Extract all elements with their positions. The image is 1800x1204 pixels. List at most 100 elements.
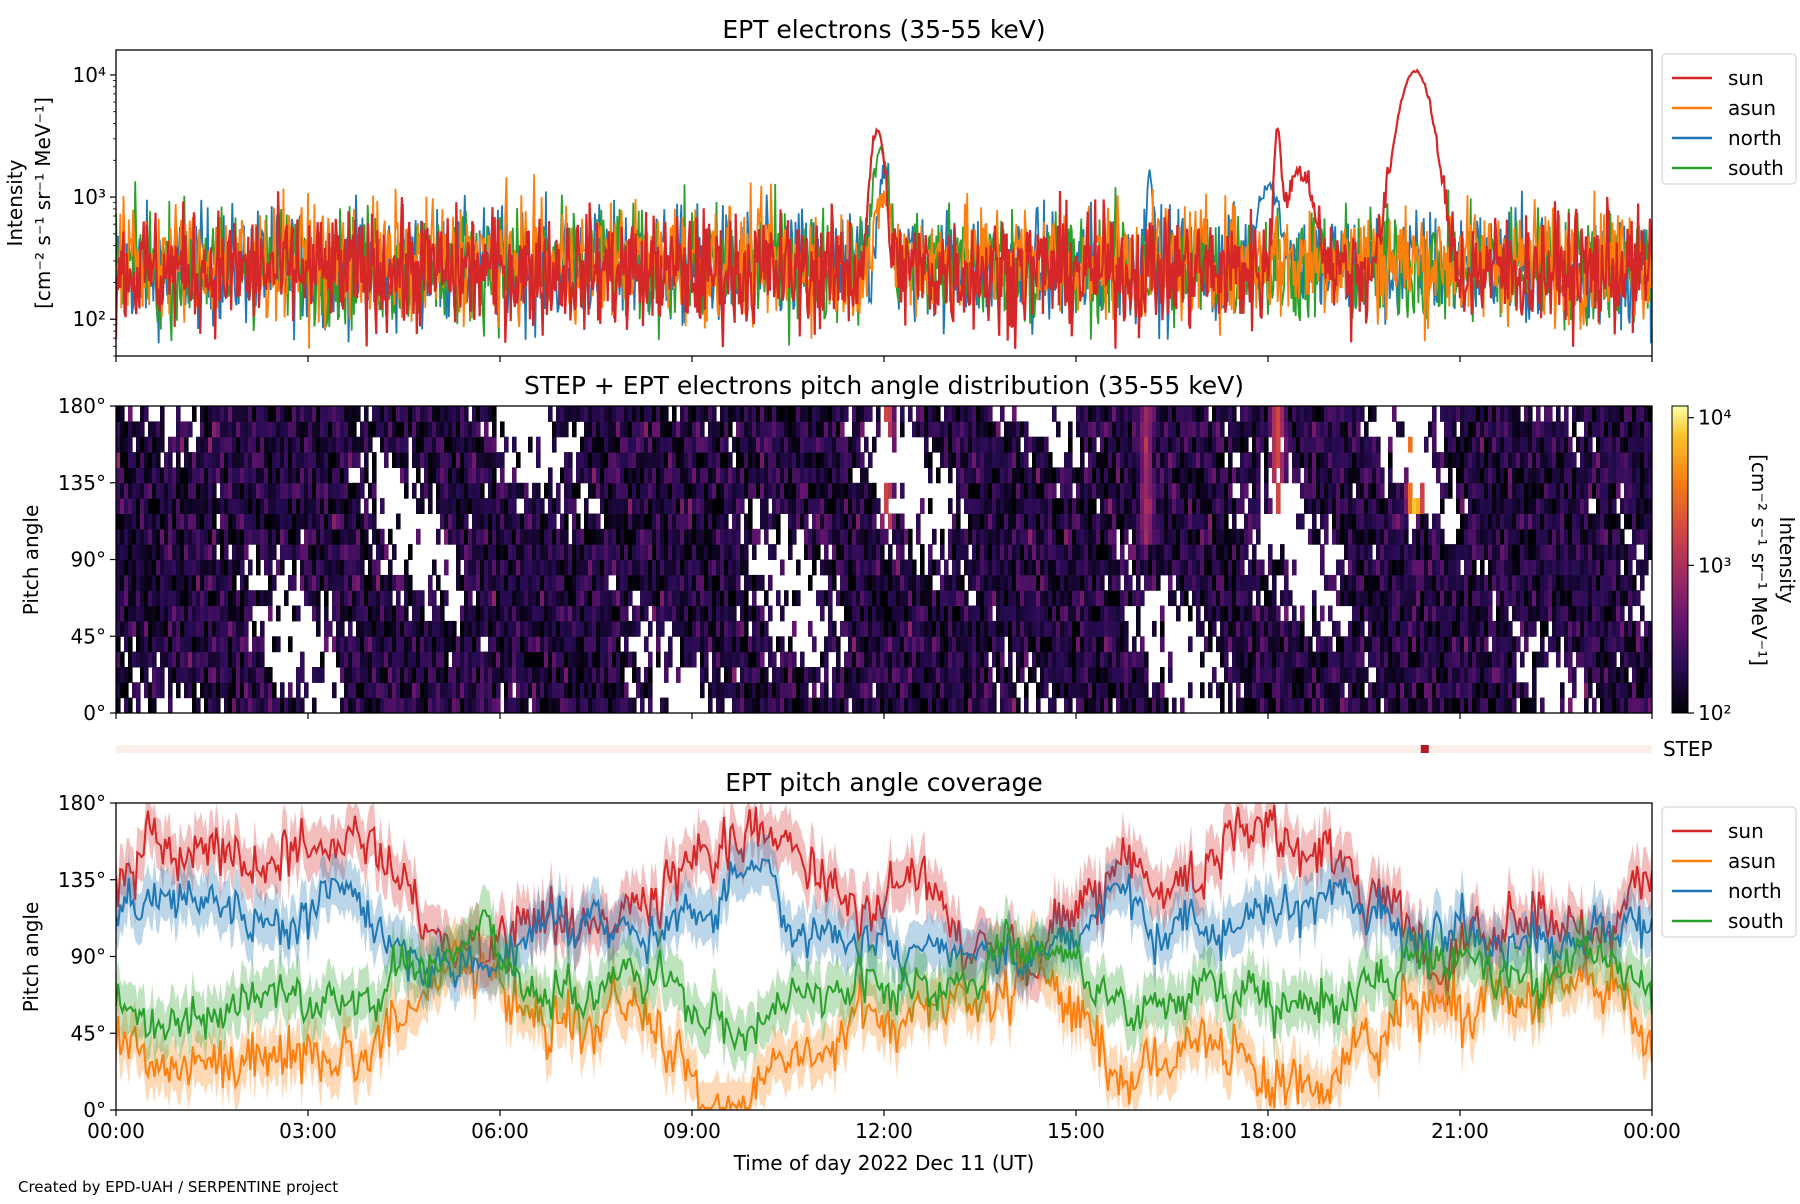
heatmap-cell [1184,498,1189,514]
heatmap-cell [236,498,241,514]
heatmap-cell [500,606,505,622]
heatmap-cell [924,452,929,468]
heatmap-cell [464,498,469,514]
heatmap-cell [1088,514,1093,530]
heatmap-cell [1304,452,1309,468]
heatmap-cell [452,483,457,499]
heatmap-cell [1092,652,1097,668]
heatmap-cell [388,606,393,622]
heatmap-cell [208,667,213,683]
heatmap-cell [1264,575,1269,591]
heatmap-cell [220,467,225,483]
heatmap-cell [540,652,545,668]
heatmap-cell [128,421,133,437]
heatmap-cell [352,406,357,422]
heatmap-cell [568,621,573,637]
heatmap-cell [996,498,1001,514]
heatmap-cell [1196,560,1201,576]
heatmap-cell [736,529,741,545]
heatmap-cell [308,498,313,514]
heatmap-cell [940,667,945,683]
heatmap-cell [232,590,237,606]
heatmap-cell [424,483,429,499]
heatmap-cell [500,467,505,483]
heatmap-cell [1060,467,1065,483]
heatmap-cell [1064,636,1069,652]
heatmap-cell [720,406,725,422]
heatmap-cell [384,682,389,698]
heatmap-cell [724,498,729,514]
heatmap-cell [128,483,133,499]
heatmap-cell [184,514,189,530]
heatmap-cell [316,667,321,683]
heatmap-cell [132,483,137,499]
heatmap-cell [884,682,889,698]
heatmap-cell [1116,621,1121,637]
heatmap-cell [592,529,597,545]
heatmap-cell [560,560,565,576]
heatmap-cell [568,590,573,606]
heatmap-cell [1068,467,1073,483]
heatmap-cell [1136,698,1141,714]
heatmap-cell [1136,529,1141,545]
heatmap-cell [1192,529,1197,545]
heatmap-cell [680,544,685,560]
heatmap-cell [476,621,481,637]
heatmap-cell [356,544,361,560]
heatmap-cell [744,421,749,437]
heatmap-cell [236,682,241,698]
heatmap-cell [180,498,185,514]
heatmap-cell [1244,483,1249,499]
heatmap-cell [380,606,385,622]
heatmap-cell [204,560,209,576]
heatmap-cell [936,406,941,422]
heatmap-cell [628,406,633,422]
heatmap-cell [468,667,473,683]
heatmap-cell [832,682,837,698]
heatmap-cell [236,483,241,499]
heatmap-cell [752,406,757,422]
heatmap-cell [1140,483,1145,499]
heatmap-cell [1096,575,1101,591]
heatmap-cell [148,498,153,514]
heatmap-cell [628,575,633,591]
heatmap-cell [420,698,425,714]
heatmap-cell [428,652,433,668]
heatmap-cell [232,467,237,483]
heatmap-cell [428,467,433,483]
heatmap-cell [124,544,129,560]
heatmap-cell [780,406,785,422]
heatmap-cell [1024,590,1029,606]
heatmap-cell [224,421,229,437]
heatmap-cell [628,529,633,545]
heatmap-cell [1040,606,1045,622]
heatmap-cell [1136,544,1141,560]
heatmap-cell [1080,682,1085,698]
heatmap-cell [1272,421,1277,437]
heatmap-cell [1052,575,1057,591]
heatmap-cell [464,606,469,622]
heatmap-cell [868,575,873,591]
heatmap-cell [1060,652,1065,668]
heatmap-cell [1032,636,1037,652]
heatmap-cell [740,590,745,606]
heatmap-cell [1140,498,1145,514]
heatmap-cell [360,698,365,714]
heatmap-cell [140,467,145,483]
heatmap-cell [1040,560,1045,576]
heatmap-cell [420,667,425,683]
heatmap-cell [612,590,617,606]
heatmap-cell [424,698,429,714]
heatmap-cell [1092,406,1097,422]
heatmap-cell [580,682,585,698]
heatmap-cell [1132,544,1137,560]
heatmap-cell [340,421,345,437]
heatmap-cell [960,590,965,606]
heatmap-cell [976,682,981,698]
heatmap-cell [604,652,609,668]
heatmap-cell [256,483,261,499]
heatmap-cell [820,652,825,668]
heatmap-cell [332,437,337,453]
heatmap-cell [324,560,329,576]
heatmap-cell [1096,452,1101,468]
